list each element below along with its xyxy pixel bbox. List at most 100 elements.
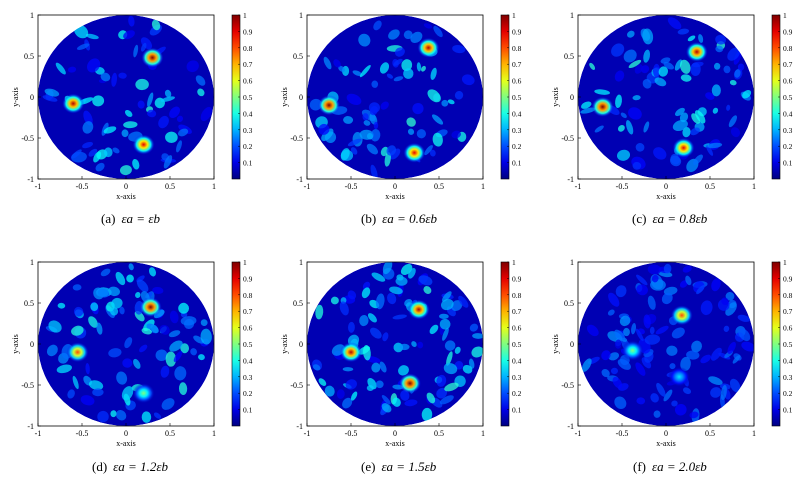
panel-caption-label: (d) <box>92 459 108 474</box>
panel-caption: (e) εa = 1.5εb <box>361 459 436 475</box>
colorbar-tick-label: 1 <box>783 258 787 267</box>
y-axis-label: y-axis <box>551 87 560 107</box>
x-axis-label: x-axis <box>385 439 405 448</box>
heatmap-fringes <box>309 20 475 179</box>
heatmap-peak <box>139 297 162 318</box>
heatmap-peak <box>417 37 440 58</box>
y-tick-label: -1 <box>567 422 574 431</box>
x-tick-label: 0 <box>393 429 397 438</box>
heatmap-fringes <box>312 262 483 422</box>
y-tick-label: 0.5 <box>293 299 303 308</box>
x-tick-label: -1 <box>35 182 42 191</box>
colorbar-tick-label: 0.9 <box>783 27 793 36</box>
y-tick-label: 1 <box>570 11 574 20</box>
x-axis-label: x-axis <box>656 192 676 201</box>
colorbar-tick-label: 0.1 <box>512 159 522 168</box>
x-tick-label: 0.5 <box>434 429 444 438</box>
y-tick-label: 0 <box>299 340 303 349</box>
x-tick-label: 0.5 <box>705 429 715 438</box>
colorbar-tick-label: 0.1 <box>512 406 522 415</box>
y-tick-label: 0 <box>570 340 574 349</box>
panel-e: -1 -0.5 0 0.5 1 -1 -0.5 0 0.5 1 x-axis y-axis 0.1 0.2… <box>280 258 522 448</box>
colorbar-tick-label: 0.7 <box>783 60 793 69</box>
x-tick-label: 1 <box>481 429 485 438</box>
panel-caption: (b) εa = 0.6εb <box>361 211 437 227</box>
x-axis-label: x-axis <box>385 192 405 201</box>
y-axis-label: y-axis <box>280 334 289 354</box>
colorbar-tick-label: 0.6 <box>783 77 793 86</box>
colorbar-tick-label: 0.9 <box>783 274 793 283</box>
y-tick-label: 0 <box>570 93 574 102</box>
colorbar-tick-label: 0.8 <box>512 44 522 53</box>
colorbar-tick-label: 0.6 <box>243 77 253 86</box>
colorbar-tick-label: 0.8 <box>512 291 522 300</box>
heatmap-peak <box>141 47 164 68</box>
y-tick-label: 0.5 <box>564 299 574 308</box>
panel-caption-expression: εa = εb <box>121 211 160 226</box>
y-tick-label: 0.5 <box>293 52 303 61</box>
y-tick-label: -1 <box>27 422 34 431</box>
colorbar-tick-label: 0.9 <box>243 27 253 36</box>
heatmap-peak <box>66 342 89 363</box>
x-tick-label: 0 <box>393 182 397 191</box>
colorbar-tick-label: 0.9 <box>512 274 522 283</box>
panel-caption: (d) εa = 1.2εb <box>92 459 168 475</box>
x-tick-label: 0 <box>664 182 668 191</box>
colorbar-tick-label: 0.7 <box>243 307 253 316</box>
colorbar-tick-label: 0.2 <box>512 142 522 151</box>
y-axis-label: y-axis <box>11 87 20 107</box>
colorbar-tick-label: 0.1 <box>243 406 253 415</box>
heatmap-peak <box>132 134 155 155</box>
y-tick-label: 0.5 <box>564 52 574 61</box>
y-tick-label: -1 <box>296 422 303 431</box>
x-tick-label: 0.5 <box>165 429 175 438</box>
colorbar-tick-label: 0.4 <box>512 356 522 365</box>
colorbar-tick-label: 1 <box>243 258 247 267</box>
x-axis-label: x-axis <box>656 439 676 448</box>
colorbar-tick-label: 0.2 <box>783 142 793 151</box>
y-tick-label: 1 <box>30 11 34 20</box>
x-axis-label: x-axis <box>116 192 136 201</box>
panel-caption-label: (b) <box>361 211 377 226</box>
x-tick-label: 1 <box>752 429 756 438</box>
panel-caption: (a) εa = εb <box>101 211 160 227</box>
colorbar-tick-label: 0.4 <box>243 356 253 365</box>
panel-caption: (f) εa = 2.0εb <box>633 459 707 475</box>
colorbar-tick-label: 0.4 <box>243 109 253 118</box>
colorbar-tick-label: 0.8 <box>243 291 253 300</box>
x-tick-label: 1 <box>212 429 216 438</box>
panel-caption-expression: εa = 1.2εb <box>113 459 168 474</box>
colorbar-tick-label: 0.3 <box>512 373 522 382</box>
colorbar-tick-label: 0.3 <box>783 126 793 135</box>
colorbar-tick-label: 0.1 <box>783 159 793 168</box>
colorbar-tick-label: 0.5 <box>512 93 522 102</box>
colorbar-tick-label: 0.7 <box>512 60 522 69</box>
y-tick-label: 0.5 <box>24 299 34 308</box>
y-tick-label: 1 <box>570 258 574 267</box>
colorbar-tick-label: 1 <box>243 11 247 20</box>
panel-d: -1 -0.5 0 0.5 1 -1 -0.5 0 0.5 1 x-axis y-axis 0.1 0.2… <box>11 258 253 448</box>
y-tick-label: 0 <box>30 340 34 349</box>
x-tick-label: 0 <box>124 429 128 438</box>
y-tick-label: 1 <box>299 11 303 20</box>
colorbar-tick-label: 0.2 <box>243 389 253 398</box>
panel-c: -1 -0.5 0 0.5 1 -1 -0.5 0 0.5 1 x-axis y-axis 0.1 0.2… <box>551 11 793 201</box>
panel-caption-expression: εa = 1.5εb <box>381 459 437 474</box>
colorbar-tick-label: 0.2 <box>243 142 253 151</box>
y-tick-label: -0.5 <box>561 381 574 390</box>
colorbar-tick-label: 0.5 <box>783 93 793 102</box>
panel-caption-expression: εa = 0.6εb <box>382 211 437 226</box>
colorbar-tick-label: 1 <box>512 11 516 20</box>
heatmap-peak <box>670 305 693 326</box>
panel-caption-expression: εa = 0.8εb <box>652 211 708 226</box>
heatmap-background <box>38 15 214 179</box>
heatmap-peak <box>340 342 362 363</box>
panel-caption: (c) εa = 0.8εb <box>632 211 707 227</box>
x-tick-label: 0 <box>124 182 128 191</box>
heatmap-peak <box>403 142 426 163</box>
x-tick-label: 0.5 <box>165 182 175 191</box>
colorbar-tick-label: 0.2 <box>783 389 793 398</box>
panel-caption-label: (e) <box>361 459 376 474</box>
y-tick-label: -1 <box>296 175 303 184</box>
